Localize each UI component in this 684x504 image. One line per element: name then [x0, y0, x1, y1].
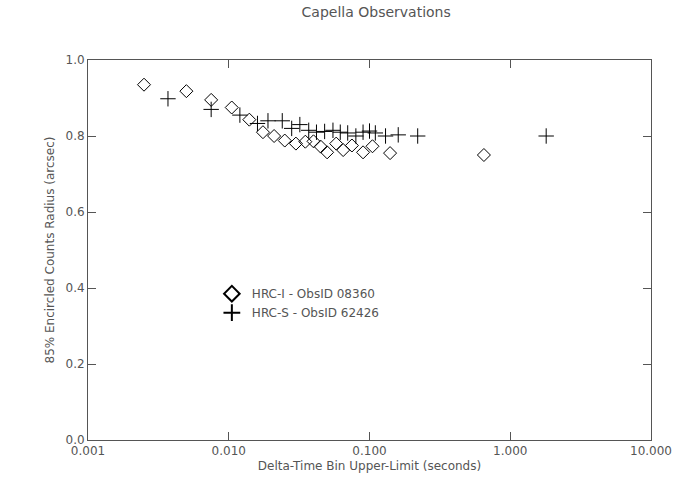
svg-text:85% Encircled Counts Radius (a: 85% Encircled Counts Radius (arcsec) — [43, 136, 57, 363]
svg-text:0.6: 0.6 — [66, 205, 85, 219]
svg-text:0.001: 0.001 — [71, 444, 105, 458]
svg-text:HRC-I - ObsID 08360: HRC-I - ObsID 08360 — [252, 287, 375, 301]
svg-text:0.8: 0.8 — [66, 129, 85, 143]
svg-text:1.000: 1.000 — [493, 444, 527, 458]
svg-text:0.010: 0.010 — [212, 444, 246, 458]
svg-text:0.100: 0.100 — [352, 444, 386, 458]
svg-text:0.0: 0.0 — [66, 433, 85, 447]
svg-text:Delta-Time Bin Upper-Limit (se: Delta-Time Bin Upper-Limit (seconds) — [258, 459, 481, 473]
svg-text:0.2: 0.2 — [66, 357, 85, 371]
svg-text:0.4: 0.4 — [66, 281, 85, 295]
svg-text:Capella Observations: Capella Observations — [302, 4, 451, 20]
svg-text:10.000: 10.000 — [630, 444, 672, 458]
svg-text:1.0: 1.0 — [66, 53, 85, 67]
svg-text:HRC-S - ObsID 62426: HRC-S - ObsID 62426 — [252, 306, 379, 320]
